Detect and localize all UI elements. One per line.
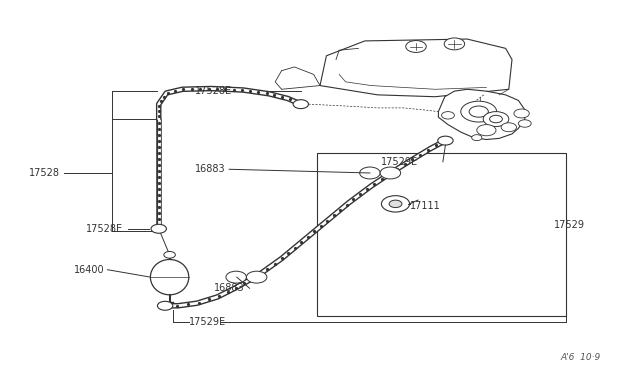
Text: 17528E: 17528E: [86, 224, 124, 234]
Circle shape: [293, 100, 308, 109]
Polygon shape: [320, 39, 512, 97]
Circle shape: [157, 301, 173, 310]
Polygon shape: [438, 89, 525, 140]
Circle shape: [469, 106, 488, 117]
Text: 16883: 16883: [214, 283, 245, 293]
Circle shape: [406, 41, 426, 52]
Circle shape: [461, 101, 497, 122]
Bar: [317, 153, 566, 316]
Circle shape: [472, 135, 482, 141]
Text: 17528E: 17528E: [195, 86, 232, 96]
Circle shape: [360, 167, 380, 179]
Ellipse shape: [150, 260, 189, 295]
Text: A'6  10·9: A'6 10·9: [560, 353, 600, 362]
Circle shape: [514, 109, 529, 118]
Circle shape: [246, 271, 267, 283]
Text: 16883: 16883: [195, 164, 226, 174]
Circle shape: [380, 167, 401, 179]
Circle shape: [442, 112, 454, 119]
Circle shape: [490, 115, 502, 123]
Circle shape: [381, 196, 410, 212]
Text: 17529: 17529: [554, 220, 584, 230]
Circle shape: [164, 251, 175, 258]
Circle shape: [518, 120, 531, 127]
Text: 16400: 16400: [74, 265, 104, 275]
Text: 17111: 17111: [410, 202, 440, 211]
Circle shape: [438, 136, 453, 145]
Text: 17529E: 17529E: [189, 317, 226, 327]
Circle shape: [151, 224, 166, 233]
Circle shape: [226, 271, 246, 283]
Circle shape: [477, 125, 496, 136]
Circle shape: [483, 112, 509, 126]
Circle shape: [389, 200, 402, 208]
Circle shape: [501, 123, 516, 132]
Text: 17529E: 17529E: [381, 157, 418, 167]
Text: 17528: 17528: [29, 168, 60, 178]
Circle shape: [444, 38, 465, 50]
